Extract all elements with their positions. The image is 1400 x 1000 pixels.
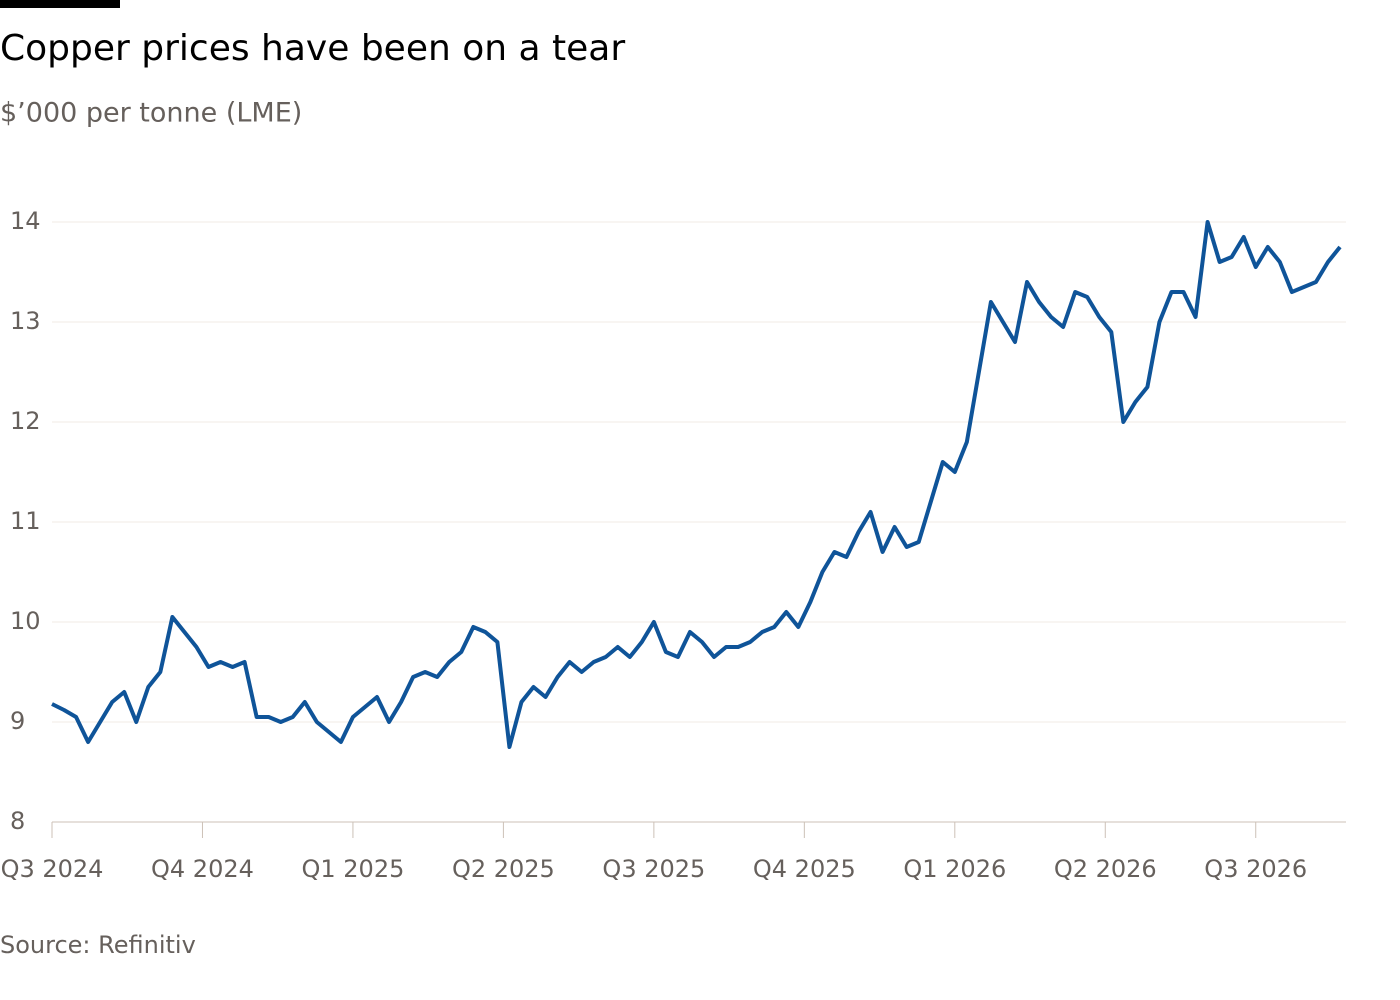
x-tick-label: Q3 2026: [1204, 855, 1307, 883]
chart-title: Copper prices have been on a tear: [0, 28, 625, 69]
x-tick-label: Q4 2025: [753, 855, 856, 883]
y-tick-label: 10: [10, 607, 41, 635]
y-tick-label: 9: [10, 707, 25, 735]
y-tick-label: 8: [10, 807, 25, 835]
x-tick-label: Q3 2025: [602, 855, 705, 883]
x-tick-label: Q1 2025: [301, 855, 404, 883]
y-tick-label: 13: [10, 307, 41, 335]
y-tick-label: 14: [10, 207, 41, 235]
y-tick-label: 12: [10, 407, 41, 435]
source: Source: Refinitiv: [0, 931, 196, 959]
x-tick-label: Q3 2024: [1, 855, 104, 883]
brand-bar: [0, 0, 120, 8]
line: [51, 220, 1342, 749]
x-tick-label: Q2 2026: [1054, 855, 1157, 883]
x-tick-label: Q4 2024: [151, 855, 254, 883]
y-tick-label: 11: [10, 507, 41, 535]
chart-subtitle: $’000 per tonne (LME): [0, 98, 302, 129]
x-tick-label: Q1 2026: [903, 855, 1006, 883]
x-tick-label: Q2 2025: [452, 855, 555, 883]
